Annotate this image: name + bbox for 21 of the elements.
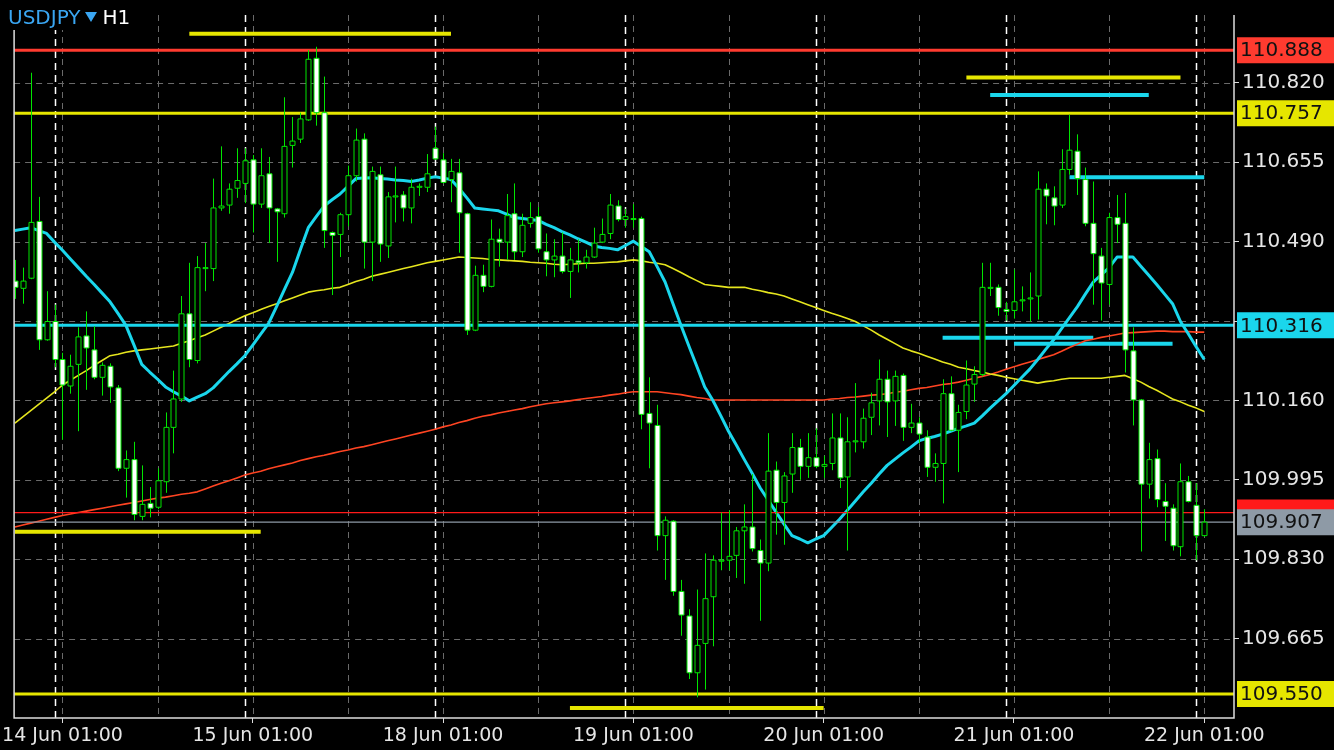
y-tick-label: 110.655: [1242, 148, 1325, 173]
x-tick-label: 21 Jun 01:00: [953, 723, 1075, 746]
chart-title: USDJPY: [8, 5, 81, 29]
y-tick-label: 110.490: [1242, 227, 1325, 252]
ref-line-label: 110.316: [1240, 312, 1323, 337]
y-tick-label: 110.820: [1242, 69, 1325, 94]
ref-line-label: 110.757: [1240, 100, 1323, 125]
ref-line-label: 110.888: [1240, 37, 1323, 62]
x-tick-label: 18 Jun 01:00: [382, 723, 504, 746]
x-tick-label: 14 Jun 01:00: [2, 723, 123, 746]
x-tick-label: 19 Jun 01:00: [573, 723, 694, 746]
ref-line-label: 109.907: [1240, 509, 1323, 534]
y-tick-label: 109.830: [1242, 545, 1325, 570]
ref-line-label: 109.550: [1240, 681, 1323, 706]
y-tick-label: 109.665: [1242, 624, 1325, 649]
x-tick-label: 22 Jun 01:00: [1143, 723, 1265, 746]
y-tick-label: 110.160: [1242, 386, 1325, 411]
x-tick-label: 15 Jun 01:00: [192, 723, 314, 746]
chart-subtitle: H1: [102, 5, 131, 29]
x-tick-label: 20 Jun 01:00: [763, 723, 885, 746]
y-tick-label: 109.995: [1242, 466, 1325, 491]
